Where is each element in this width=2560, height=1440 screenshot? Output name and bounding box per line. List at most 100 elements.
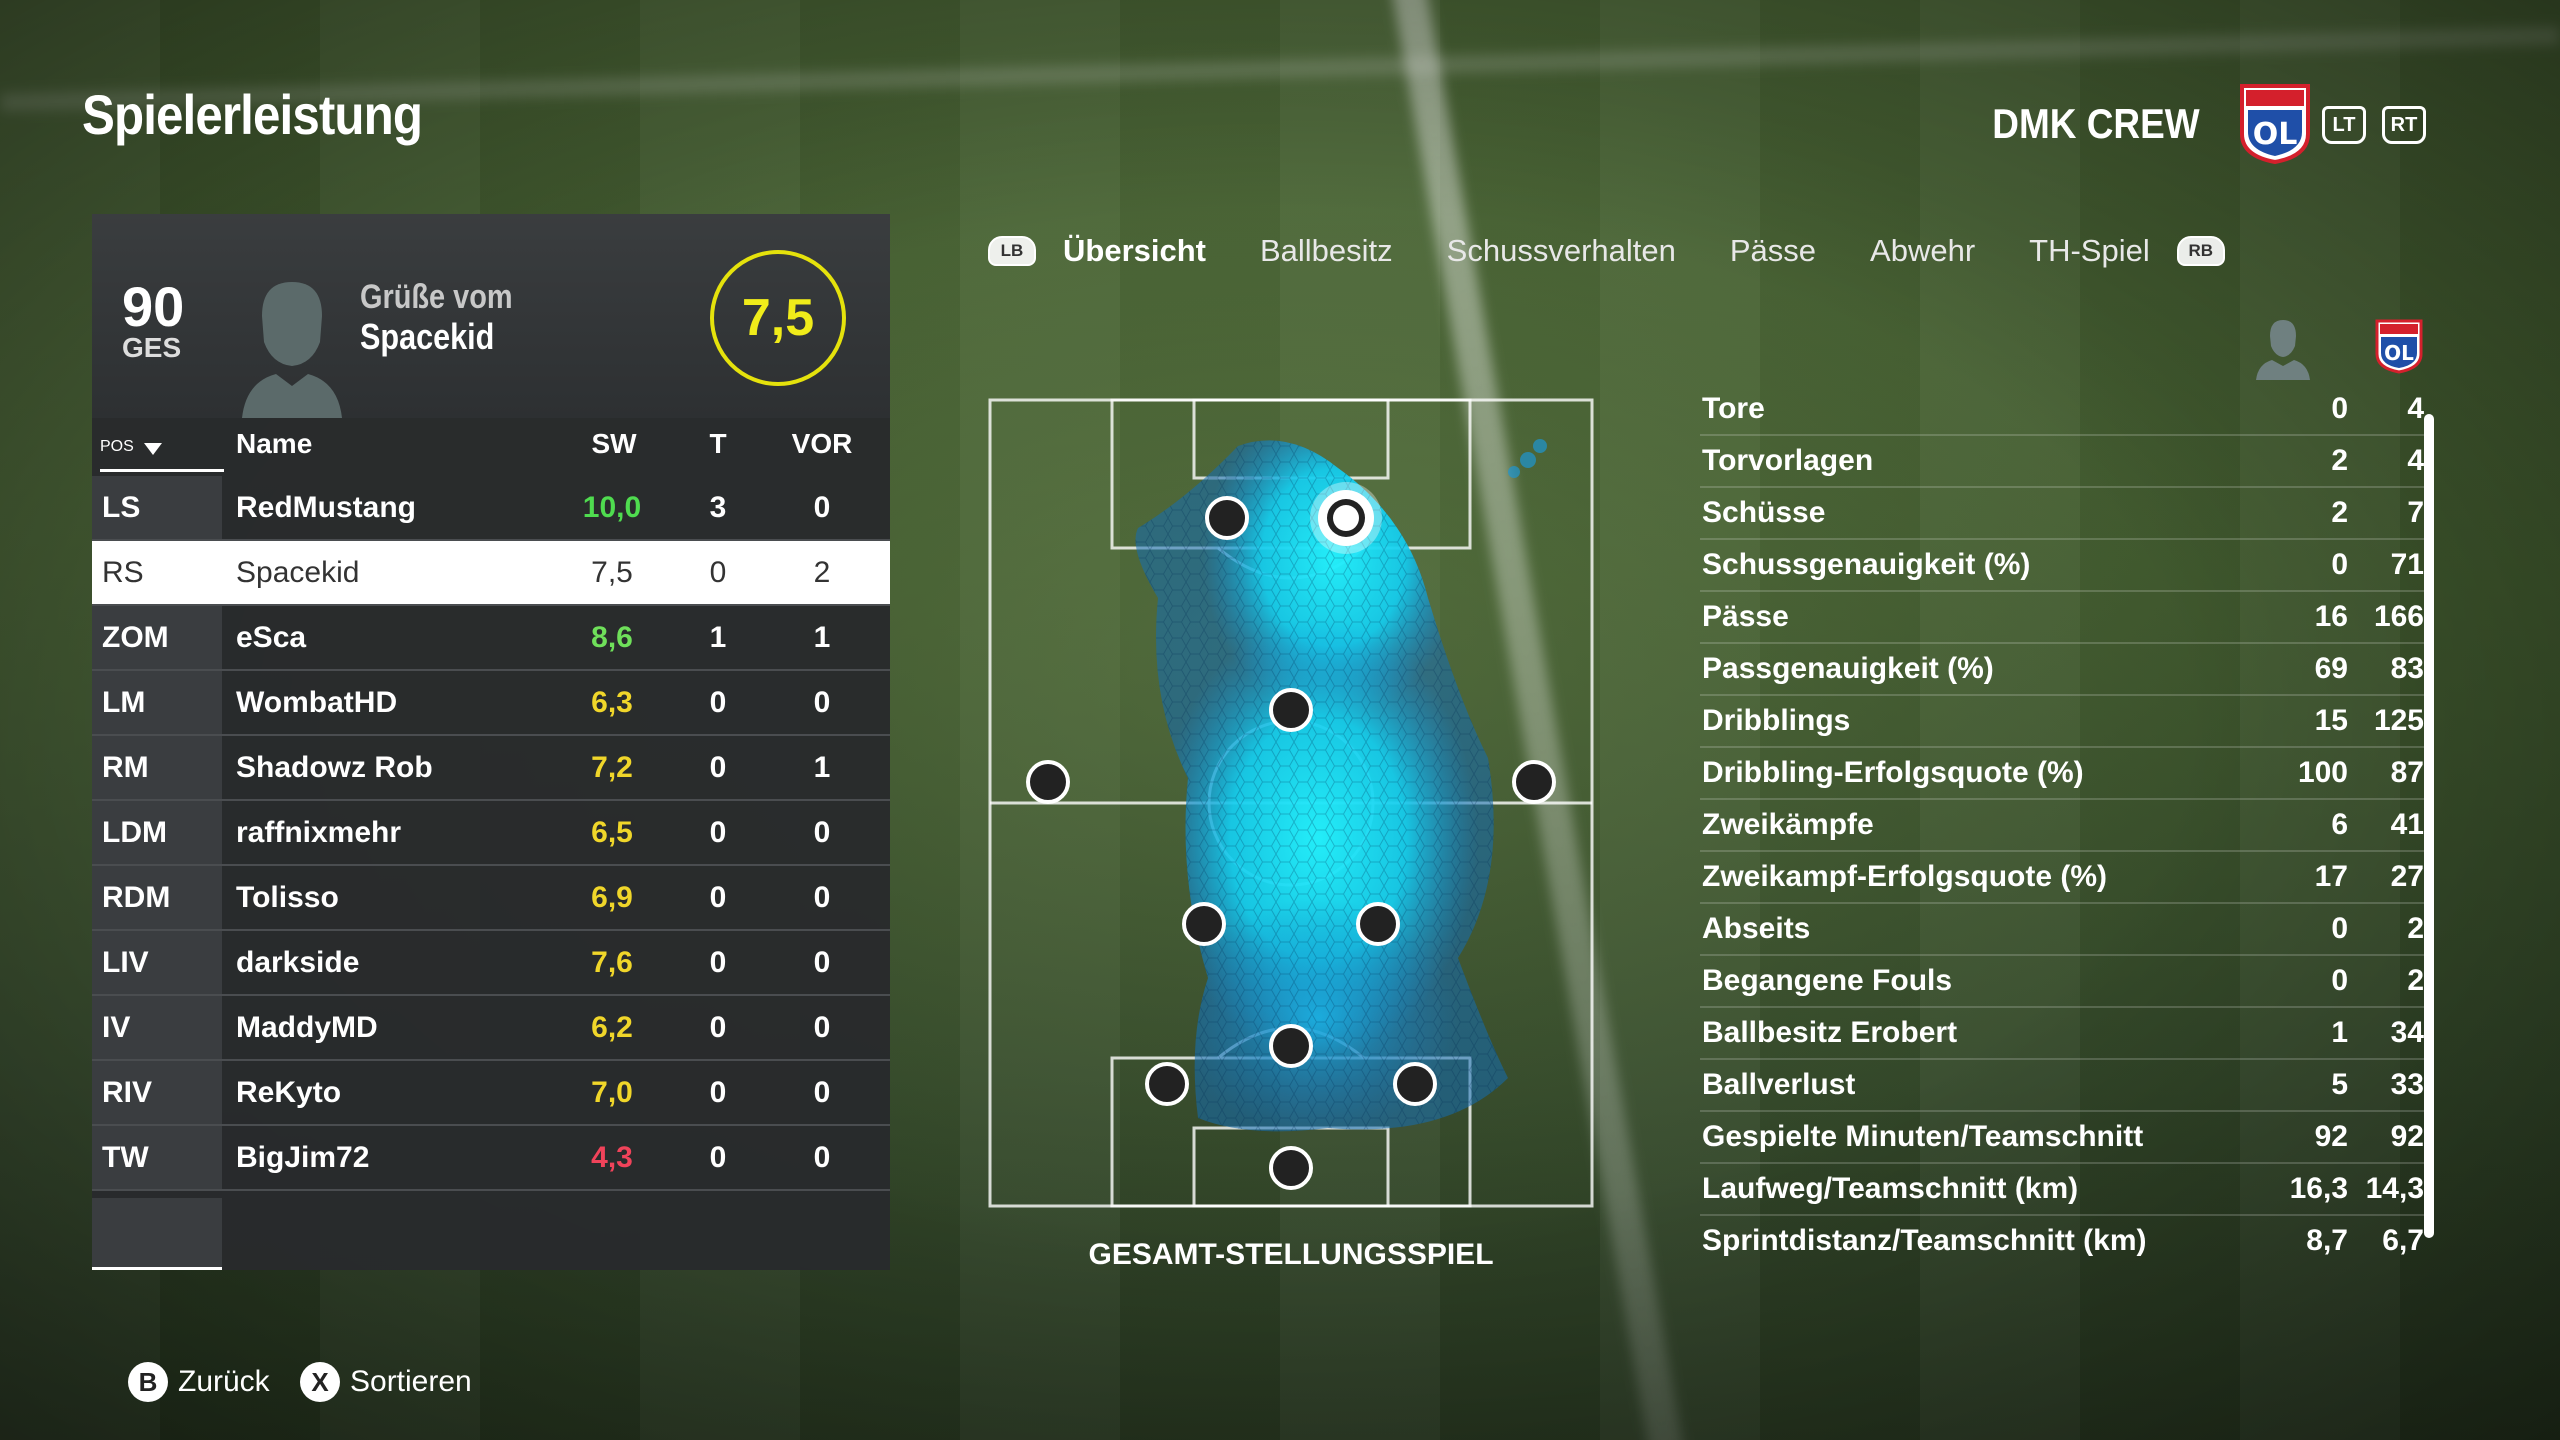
b-button-icon: B: [128, 1362, 168, 1402]
stat-team-value: 92: [2390, 1120, 2424, 1153]
stat-label: Dribblings: [1702, 704, 1851, 737]
teammate-marker: [1182, 902, 1226, 946]
stat-team-value: 7: [2407, 496, 2424, 529]
greeting-line1: Grüße vom: [360, 278, 513, 316]
rt-button[interactable]: RT: [2382, 106, 2426, 144]
header-t[interactable]: T: [709, 428, 727, 459]
stat-player-value: 69: [2314, 652, 2348, 685]
selected-player-marker: [1310, 482, 1382, 554]
crest-text: OL: [2253, 117, 2298, 152]
stat-team-value: 125: [2373, 704, 2424, 737]
header-name[interactable]: Name: [236, 428, 313, 459]
stat-label: Ballbesitz Erobert: [1702, 1016, 1958, 1049]
table-row[interactable]: LS RedMustang 10,0 3 0: [92, 476, 890, 541]
stats-scrollbar[interactable]: [2424, 414, 2434, 1238]
header-vor[interactable]: VOR: [791, 428, 853, 459]
table-row[interactable]: RDM Tolisso 6,9 0 0: [92, 866, 890, 931]
stat-row: Pässe 16 166: [1700, 592, 2424, 644]
page-title: Spielerleistung: [82, 83, 423, 146]
stat-label: Zweikampf-Erfolgsquote (%): [1702, 860, 2108, 893]
table-row[interactable]: TW BigJim72 4,3 0 0: [92, 1126, 890, 1191]
table-row[interactable]: RIV ReKyto 7,0 0 0: [92, 1061, 890, 1126]
tab-shooting[interactable]: Schussverhalten: [1446, 233, 1676, 268]
row-goals: 0: [709, 750, 727, 784]
stat-team-value: 14,3: [2365, 1172, 2424, 1205]
teammate-markers: [1026, 496, 1556, 1190]
back-action[interactable]: B Zurück: [128, 1362, 270, 1402]
row-rating: 6,5: [591, 815, 633, 849]
stat-row: Tore 0 4: [1700, 384, 2424, 436]
lt-button[interactable]: LT: [2322, 106, 2366, 144]
team-column-crest-icon: OL: [2375, 319, 2423, 374]
row-assists: 0: [813, 1010, 831, 1044]
team-name: DMK CREW: [1992, 100, 2200, 147]
stat-player-value: 0: [2331, 548, 2348, 581]
heatmap-caption: GESAMT-STELLUNGSSPIEL: [1088, 1238, 1494, 1271]
player-avatar-icon: [232, 282, 352, 418]
stat-team-value: 166: [2373, 600, 2424, 633]
stat-player-value: 0: [2331, 964, 2348, 997]
row-name: Spacekid: [236, 555, 360, 589]
row-name: WombatHD: [236, 685, 398, 719]
row-assists: 1: [813, 620, 831, 654]
row-name: ReKyto: [236, 1075, 342, 1109]
row-goals: 0: [709, 555, 727, 589]
stat-row: Zweikampf-Erfolgsquote (%) 17 27: [1700, 852, 2424, 904]
sort-header-pos[interactable]: POS: [100, 424, 224, 472]
teammate-marker: [1512, 760, 1556, 804]
tab-possession[interactable]: Ballbesitz: [1259, 233, 1393, 268]
heatmap-specks: [1508, 439, 1547, 478]
stat-row: Passgenauigkeit (%) 69 83: [1700, 644, 2424, 696]
tab-passing[interactable]: Pässe: [1729, 233, 1817, 268]
rb-button[interactable]: RB: [2176, 236, 2225, 266]
lb-button[interactable]: LB: [988, 236, 1036, 266]
row-goals: 0: [709, 685, 727, 719]
stat-team-value: 2: [2407, 912, 2424, 945]
teammate-marker: [1393, 1062, 1437, 1106]
stat-label: Tore: [1702, 392, 1765, 425]
stat-team-value: 41: [2390, 808, 2424, 841]
x-button-icon: X: [300, 1362, 340, 1402]
stat-label: Schüsse: [1702, 496, 1826, 529]
stat-player-value: 2: [2331, 496, 2348, 529]
table-row[interactable]: LIV darkside 7,6 0 0: [92, 931, 890, 996]
table-row[interactable]: ZOM eSca 8,6 1 1: [92, 606, 890, 671]
stat-team-value: 34: [2390, 1016, 2424, 1049]
teammate-marker: [1356, 902, 1400, 946]
teammate-marker: [1269, 688, 1313, 732]
stat-row: Zweikämpfe 6 41: [1700, 800, 2424, 852]
stat-row: Ballbesitz Erobert 1 34: [1700, 1008, 2424, 1060]
stat-team-value: 33: [2390, 1068, 2424, 1101]
stat-player-value: 0: [2331, 392, 2348, 425]
row-rating: 6,9: [591, 880, 633, 914]
stat-label: Begangene Fouls: [1702, 964, 1953, 997]
table-row[interactable]: IV MaddyMD 6,2 0 0: [92, 996, 890, 1061]
stat-team-value: 4: [2407, 392, 2424, 425]
stat-row: Schüsse 2 7: [1700, 488, 2424, 540]
table-row[interactable]: LM WombatHD 6,3 0 0: [92, 671, 890, 736]
overall-rating: 90: [122, 275, 185, 338]
header-sw[interactable]: SW: [591, 428, 637, 459]
table-row[interactable]: RM Shadowz Rob 7,2 0 1: [92, 736, 890, 801]
stat-row: Torvorlagen 2 4: [1700, 436, 2424, 488]
stat-player-value: 0: [2331, 912, 2348, 945]
stats-scrollbar-thumb[interactable]: [2424, 414, 2434, 1238]
row-pos: TW: [92, 1126, 222, 1189]
row-assists: 0: [813, 880, 831, 914]
table-rows: LS RedMustang 10,0 3 0 RS Spacekid 7,5 0 2 ZOM eS…: [92, 476, 890, 1191]
teammate-marker: [1026, 760, 1070, 804]
row-rating: 10,0: [582, 490, 642, 524]
row-pos: RIV: [92, 1061, 222, 1124]
sort-action[interactable]: X Sortieren: [300, 1362, 472, 1402]
table-row-selected[interactable]: RS Spacekid 7,5 0 2: [92, 541, 890, 606]
tab-defending[interactable]: Abwehr: [1870, 233, 1976, 268]
stat-label: Dribbling-Erfolgsquote (%): [1702, 756, 2084, 789]
stat-player-value: 6: [2331, 808, 2348, 841]
stat-label: Schussgenauigkeit (%): [1702, 548, 2031, 581]
stat-team-value: 2: [2407, 964, 2424, 997]
sort-label: Sortieren: [350, 1365, 472, 1398]
tab-goalkeeping[interactable]: TH-Spiel: [2029, 233, 2150, 268]
row-assists: 0: [813, 945, 831, 979]
table-row[interactable]: LDM raffnixmehr 6,5 0 0: [92, 801, 890, 866]
tab-overview[interactable]: Übersicht: [1063, 233, 1206, 268]
